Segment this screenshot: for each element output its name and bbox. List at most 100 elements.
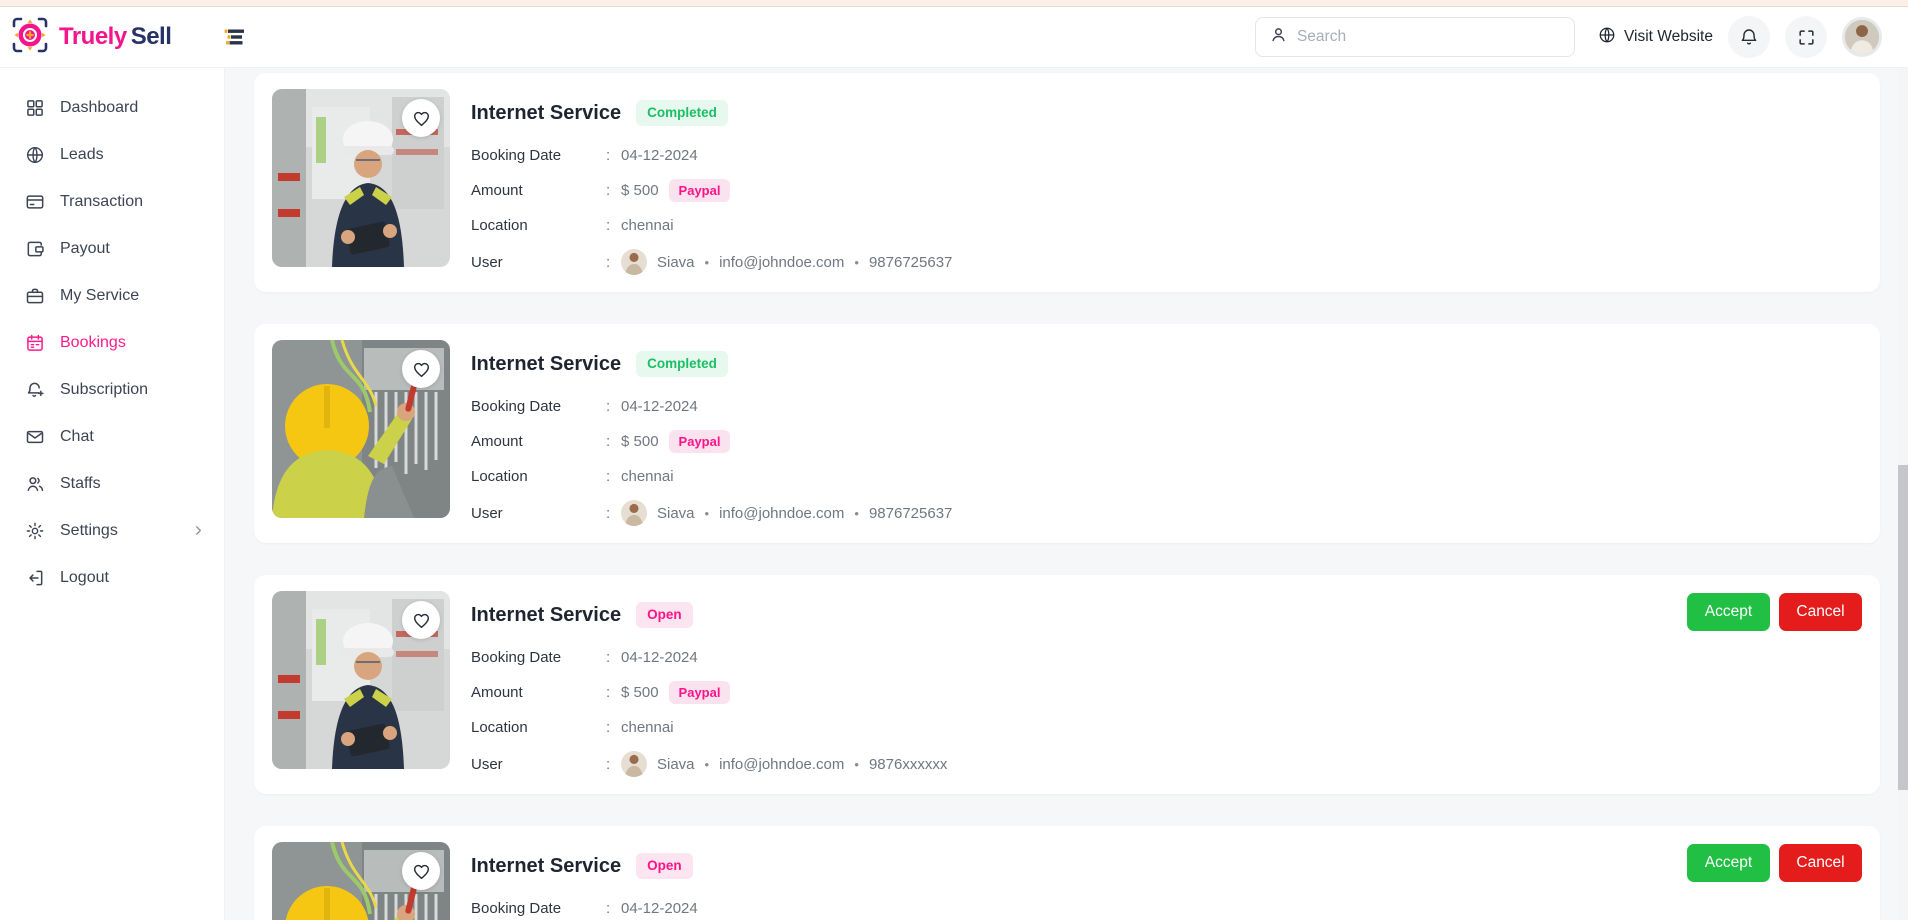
sidebar-item-label: My Service [60, 286, 140, 304]
user-phone: 9876725637 [868, 504, 953, 522]
sidebar-item-label: Settings [60, 521, 118, 539]
sidebar-item-payout[interactable]: Payout [0, 225, 224, 272]
user-email: info@johndoe.com [719, 755, 845, 773]
favorite-button[interactable] [402, 852, 440, 890]
service-title[interactable]: Internet Service [471, 603, 622, 626]
payment-method-badge: Paypal [668, 179, 731, 203]
heart-icon [412, 109, 431, 128]
status-badge: Completed [636, 100, 728, 127]
user-avatar [621, 500, 647, 526]
payment-method-badge: Paypal [668, 681, 731, 705]
sidebar-item-transaction[interactable]: Transaction [0, 178, 224, 225]
booking-date-label: Booking Date [471, 147, 562, 165]
bell-icon [1741, 29, 1757, 45]
sidebar-item-label: Transaction [60, 192, 143, 210]
sidebar-item-settings[interactable]: Settings [0, 507, 224, 554]
globe-icon [1598, 26, 1616, 49]
notifications-button[interactable] [1728, 16, 1770, 58]
user-avatar [621, 249, 647, 275]
service-title[interactable]: Internet Service [471, 352, 622, 375]
status-badge: Open [636, 853, 693, 880]
dashboard-icon [24, 97, 45, 118]
cancel-button[interactable]: Cancel [1779, 844, 1862, 882]
user-email: info@johndoe.com [719, 253, 845, 271]
payment-method-badge: Paypal [668, 430, 731, 454]
sidebar-item-subscription[interactable]: Subscription [0, 366, 224, 413]
location-value: chennai [621, 719, 674, 737]
bookings-list: Internet Service Completed Booking Date:… [225, 68, 1908, 920]
amount-value: $ 500 [621, 433, 659, 451]
heart-icon [412, 360, 431, 379]
bell-plus-icon [24, 379, 45, 400]
user-label: User [471, 755, 503, 773]
visit-website-label: Visit Website [1623, 28, 1713, 45]
visit-website-link[interactable]: Visit Website [1598, 26, 1713, 49]
globe-icon [24, 144, 45, 165]
sidebar: Dashboard Leads Transaction Payout [0, 68, 225, 920]
search-input[interactable] [1296, 28, 1561, 46]
booking-date-label: Booking Date [471, 398, 562, 416]
sidebar-item-label: Dashboard [60, 98, 139, 116]
sidebar-item-my-service[interactable]: My Service [0, 272, 224, 319]
chevron-right-icon [191, 523, 206, 538]
fullscreen-icon [1798, 29, 1814, 45]
favorite-button[interactable] [402, 350, 440, 388]
brand-logo[interactable]: Truely Sell [0, 15, 212, 60]
location-label: Location [471, 719, 528, 737]
sidebar-item-label: Logout [60, 568, 109, 586]
location-label: Location [471, 468, 528, 486]
wallet-icon [24, 238, 45, 259]
service-image [272, 591, 450, 769]
booking-date-label: Booking Date [471, 649, 562, 667]
sidebar-item-label: Subscription [60, 380, 149, 398]
booking-date-value: 04-12-2024 [621, 398, 698, 416]
sidebar-item-leads[interactable]: Leads [0, 131, 224, 178]
scrollbar-thumb[interactable] [1898, 465, 1908, 790]
user-label: User [471, 253, 503, 271]
user-name: Siava [657, 253, 695, 271]
fullscreen-button[interactable] [1785, 16, 1827, 58]
sidebar-toggle-icon[interactable] [220, 26, 248, 48]
booking-card: Internet Service Open Booking Date:04-12… [254, 575, 1880, 794]
favorite-button[interactable] [402, 601, 440, 639]
sidebar-item-logout[interactable]: Logout [0, 554, 224, 601]
brand-name: Truely Sell [59, 23, 172, 50]
search-user-icon [1269, 25, 1288, 49]
sidebar-item-bookings[interactable]: Bookings [0, 319, 224, 366]
heart-icon [412, 862, 431, 881]
profile-avatar[interactable] [1842, 17, 1882, 57]
service-image [272, 89, 450, 267]
credit-card-icon [24, 191, 45, 212]
brand-target-icon [10, 15, 50, 60]
accept-button[interactable]: Accept [1687, 593, 1770, 631]
amount-label: Amount [471, 684, 523, 702]
sidebar-item-dashboard[interactable]: Dashboard [0, 84, 224, 131]
booking-card: Internet Service Completed Booking Date:… [254, 324, 1880, 543]
booking-date-label: Booking Date [471, 900, 562, 918]
sidebar-item-chat[interactable]: Chat [0, 413, 224, 460]
cancel-button[interactable]: Cancel [1779, 593, 1862, 631]
sidebar-item-staffs[interactable]: Staffs [0, 460, 224, 507]
status-badge: Completed [636, 351, 728, 378]
user-name: Siava [657, 755, 695, 773]
service-image [272, 842, 450, 920]
sidebar-item-label: Payout [60, 239, 110, 257]
favorite-button[interactable] [402, 99, 440, 137]
briefcase-icon [24, 285, 45, 306]
scrollbar[interactable] [1898, 68, 1908, 920]
mail-icon [24, 426, 45, 447]
top-accent-strip [0, 0, 1908, 7]
location-value: chennai [621, 468, 674, 486]
amount-label: Amount [471, 182, 523, 200]
amount-value: $ 500 [621, 684, 659, 702]
booking-date-value: 04-12-2024 [621, 900, 698, 918]
user-phone: 9876725637 [868, 253, 953, 271]
booking-card: Internet Service Open Booking Date:04-12… [254, 826, 1880, 920]
service-image [272, 340, 450, 518]
user-email: info@johndoe.com [719, 504, 845, 522]
service-title[interactable]: Internet Service [471, 854, 622, 877]
booking-card: Internet Service Completed Booking Date:… [254, 73, 1880, 292]
service-title[interactable]: Internet Service [471, 101, 622, 124]
accept-button[interactable]: Accept [1687, 844, 1770, 882]
